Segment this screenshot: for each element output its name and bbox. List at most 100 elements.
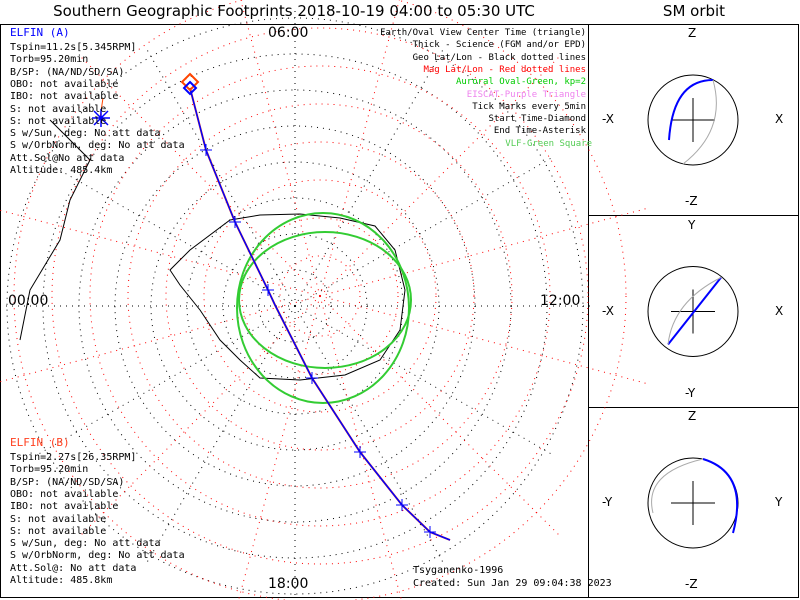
geo-lon-line <box>294 45 446 307</box>
sm-axis-right: Y <box>775 495 783 509</box>
tick-mark <box>229 216 241 228</box>
model-label: Tsyganenko-1996 <box>413 565 504 576</box>
start-diamond-b <box>180 72 200 92</box>
elfin_a-info-line: S w/OrbNorm, deg: No att data <box>10 140 185 152</box>
axes-cross <box>671 481 715 525</box>
sm-axis-bottom: -Y <box>685 385 696 400</box>
coastline <box>19 119 91 341</box>
tick-mark <box>424 526 436 538</box>
mag-lon-line <box>240 0 321 297</box>
mag-lon-line <box>319 295 649 385</box>
elfin_a-info-line: OBO: not available <box>10 78 119 90</box>
tick-mark <box>396 499 408 511</box>
mlt-label-12: 12:00 <box>540 293 581 309</box>
elfin_a-info-line: Att.Sol@No att data <box>10 152 125 164</box>
chart-title: Southern Geographic Footprints 2018-10-1… <box>53 2 535 20</box>
legend-entry: EISCAT-Purple Triangle <box>466 89 586 100</box>
created-label: Created: Sun Jan 29 09:04:38 2023 <box>413 578 612 589</box>
sm-axis-right: X <box>775 112 784 126</box>
elfin_a-info-line: S: not available <box>10 115 107 127</box>
elfin_a-info-line: B/SP: (NA/ND/SD/SA) <box>10 66 125 78</box>
elfin_b-info-line: OBO: not available <box>10 488 119 500</box>
sm-axis-top: Y <box>688 217 696 232</box>
geo-lon-line <box>144 45 296 307</box>
mag-lon-line <box>319 207 649 297</box>
mag-lat-circle <box>89 65 551 527</box>
elfin_a-info-line: Tspin=11.2s[5.345RPM] <box>10 42 137 53</box>
sm-axis-left: -X <box>602 112 614 126</box>
legend-entry: Start Time-Diamond <box>488 114 586 125</box>
auroral-oval-outer <box>236 212 410 404</box>
geo-lon-line <box>294 305 446 567</box>
mag-lat-circle <box>13 0 627 600</box>
earth-circle <box>647 266 739 357</box>
elfin_b-info-line: S w/OrbNorm, deg: No att data <box>10 550 185 562</box>
elfin_b-info-line: Att.Sol@: No att data <box>10 562 137 574</box>
elfin_b-info-line: B/SP: (NA/ND/SD/SA) <box>10 476 125 488</box>
mag-lon-line <box>319 295 402 600</box>
sm-orbit-title: SM orbit <box>662 2 726 20</box>
elfin_a-info-line: S: not available <box>10 103 107 115</box>
mlt-label-18: 18:00 <box>268 576 309 592</box>
elfin_a-info-line: IBO: not available <box>10 91 119 103</box>
legend-entry: Auroral Oval-Green, kp=2 <box>455 77 586 88</box>
elfin_a-name: ELFIN (A) <box>10 26 70 39</box>
tick-mark <box>354 446 366 458</box>
legend-entry: VLF-Green Square <box>505 138 592 149</box>
tick-mark <box>200 144 212 156</box>
antarctica-coastline <box>169 213 406 381</box>
elfin_b-info-line: Torb=95.20min <box>10 464 89 476</box>
legend-entry: End Time-Asterisk <box>493 126 586 137</box>
mag-lon-line <box>0 209 321 297</box>
elfin_a-info-line: Torb=95.20min <box>10 54 89 66</box>
end-asterisk-a <box>92 109 110 127</box>
sm-axis-bottom: -Z <box>685 194 698 208</box>
elfin_a-info-line: Altitude: 485.4km <box>10 165 113 176</box>
mag-lon-line <box>238 295 321 600</box>
elfin_a-info-line: S w/Sun, deg: No att data <box>10 128 161 140</box>
elfin_b-info-line: Altitude: 485.8km <box>10 575 113 586</box>
mag-lat-circle <box>279 255 361 337</box>
mag-lat-circle <box>203 179 437 413</box>
mag-lon-line <box>319 295 561 537</box>
elfin_b-info-line: Tspin=2.27s[26.35RPM] <box>10 452 137 463</box>
legend-entry: Mag Lat/Lon - Red dotted lines <box>423 64 586 75</box>
geo-lon-line <box>294 155 556 307</box>
mag-lat-circle <box>51 27 589 565</box>
legend-entry: Geo Lat/Lon - Black dotted lines <box>412 52 586 63</box>
elfin_b-info-line: S: not available <box>10 513 107 525</box>
elfin-a-track <box>189 87 451 541</box>
geo-lon-line <box>144 305 296 567</box>
elfin_b-name: ELFIN (B) <box>10 436 70 449</box>
mag-lat-circle <box>241 217 399 375</box>
mag-lon-line <box>0 295 321 383</box>
tick-mark <box>262 284 274 296</box>
mag-lat-circle <box>127 103 513 489</box>
mlt-label-06: 06:00 <box>268 25 309 41</box>
legend-entry: Earth/Oval View Center Time (triangle) <box>380 28 586 38</box>
axes-cross <box>671 98 715 142</box>
geo-lon-line <box>294 305 556 457</box>
elfin_b-info-line: IBO: not available <box>10 501 119 513</box>
legend-entry: Thick - Science (FGM and/or EPD) <box>412 40 586 51</box>
auroral-oval-inner <box>238 231 412 369</box>
sm-axis-right: X <box>775 303 784 318</box>
sm-frame <box>588 24 799 598</box>
earth-circle <box>647 74 739 166</box>
geo-lon-line <box>34 305 296 457</box>
elfin_b-info-line: S: not available <box>10 525 107 537</box>
mlt-label-00: 00:00 <box>8 293 49 309</box>
sm-axis-left: -Y <box>602 495 613 509</box>
elfin-b-track <box>189 87 451 541</box>
start-diamond-a <box>182 80 198 96</box>
sm-axis-left: -X <box>602 303 614 318</box>
mag-lon-line <box>319 0 400 297</box>
elfin_b-info-line: S w/Sun, deg: No att data <box>10 538 161 550</box>
legend-entry: Tick Marks every 5min <box>472 101 586 112</box>
tick-mark <box>306 372 318 384</box>
geo-lon-line <box>34 155 296 307</box>
sm-axis-top: Z <box>688 26 697 40</box>
sm-axis-bottom: -Z <box>685 577 698 591</box>
